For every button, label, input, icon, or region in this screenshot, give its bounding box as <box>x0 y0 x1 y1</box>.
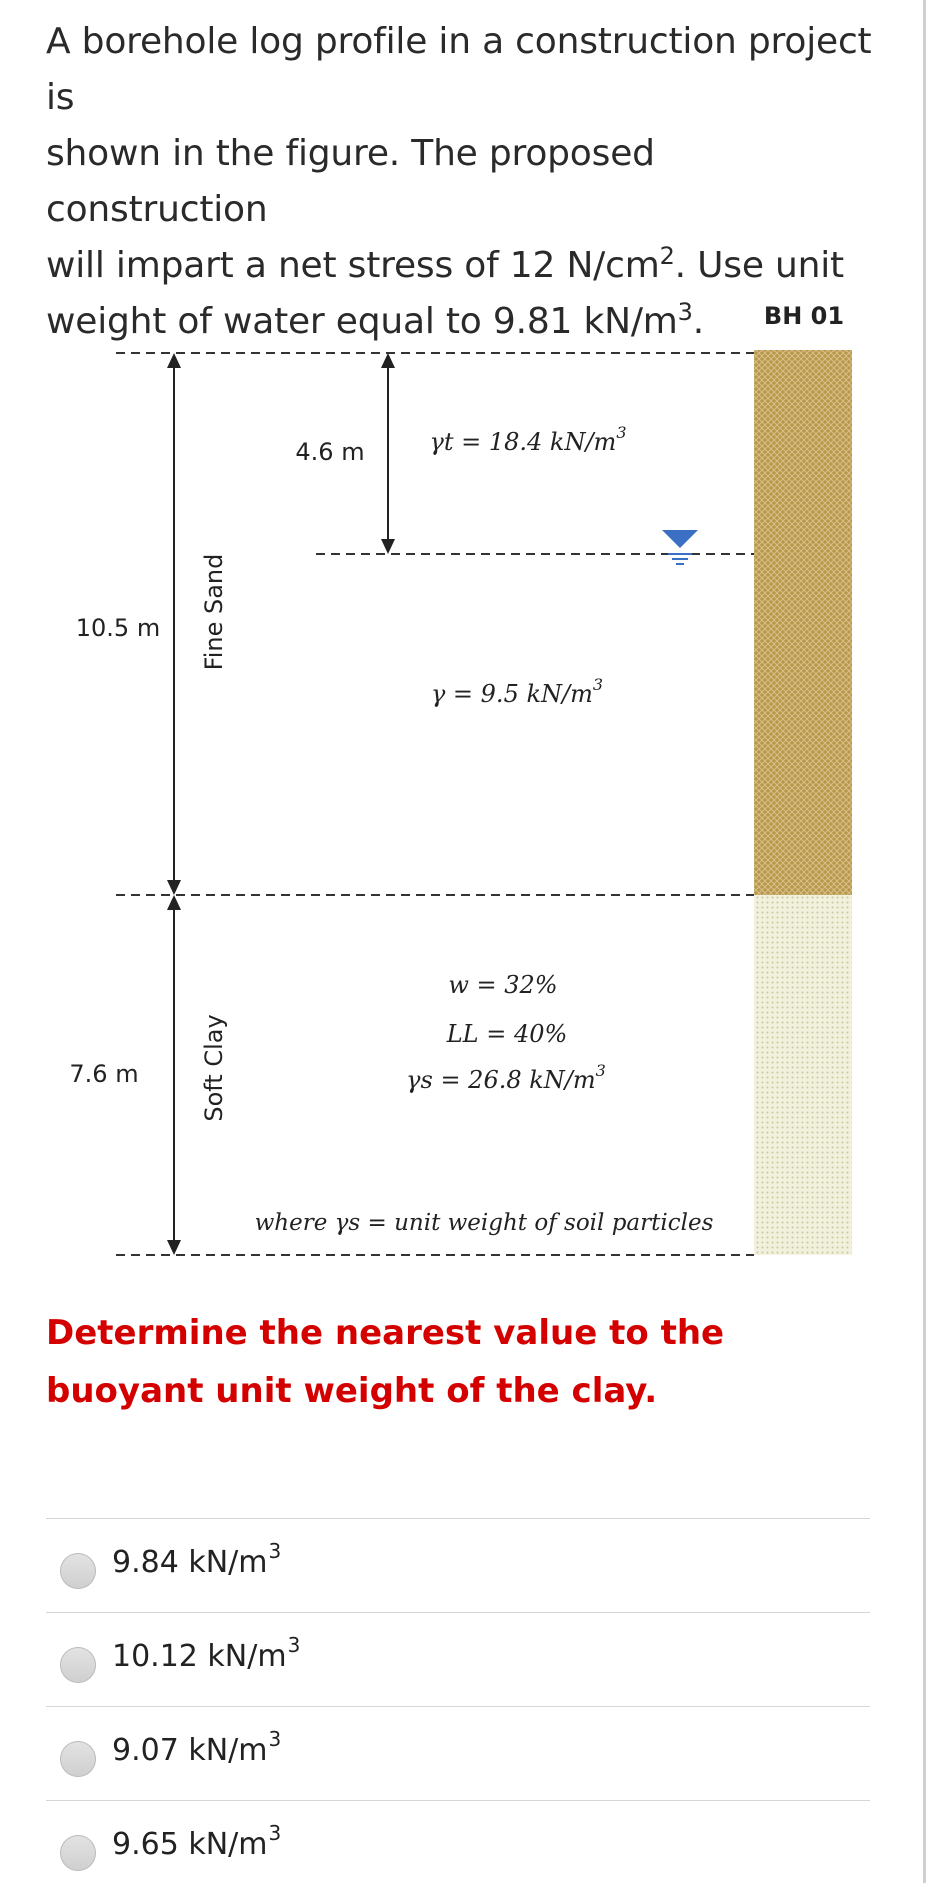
page-edge <box>923 0 926 1883</box>
intro-line-3-sup: 2 <box>659 242 675 270</box>
option-3-label[interactable]: 9.07 kN/m3 <box>112 1727 281 1768</box>
option-1[interactable]: 9.84 kN/m3 <box>46 1518 870 1612</box>
intro-line-1: A borehole log profile in a construction… <box>46 21 872 118</box>
question-text: Determine the nearest value to the buoya… <box>46 1313 725 1411</box>
gamma-sat-sup: 3 <box>593 675 603 694</box>
option-1-label[interactable]: 9.84 kN/m3 <box>112 1539 281 1580</box>
intro-line-4-tail: . <box>692 301 704 342</box>
gamma-t-text: γt = 18.4 kN/m <box>430 428 617 456</box>
gamma-sat-text: γ = 9.5 kN/m <box>431 680 593 708</box>
borehole-figure: BH 01 10.5 m 7.6 m 4.6 m Fine Sand Soft … <box>69 302 852 1256</box>
option-3-value: 9.07 kN/m <box>112 1733 268 1768</box>
gamma-sat-label: γ = 9.5 kN/m3 <box>431 675 603 708</box>
clay-arrow-head-bottom <box>167 1240 181 1255</box>
gamma-s-text: γs = 26.8 kN/m <box>406 1066 595 1094</box>
sand-arrow-head-top <box>167 353 181 368</box>
option-1-value: 9.84 kN/m <box>112 1545 268 1580</box>
option-2-sup: 3 <box>287 1633 301 1657</box>
clay-arrow-head-top <box>167 895 181 910</box>
sand-thickness-label: 10.5 m <box>76 614 160 642</box>
sand-column <box>754 350 852 895</box>
gamma-s-label: γs = 26.8 kN/m3 <box>406 1061 606 1094</box>
intro-line-4-text: weight of water equal to 9.81 kN/m <box>46 301 678 342</box>
gamma-s-note: where γs = unit weight of soil particles <box>255 1210 714 1236</box>
sand-arrow-head-bottom <box>167 880 181 895</box>
problem-statement: A borehole log profile in a construction… <box>46 14 876 350</box>
option-3-sup: 3 <box>268 1727 282 1751</box>
intro-line-3: will impart a net stress of 12 N/cm2. Us… <box>46 238 876 294</box>
water-table-marker-icon <box>662 530 698 548</box>
option-4-label[interactable]: 9.65 kN/m3 <box>112 1821 281 1862</box>
option-3-radio[interactable] <box>60 1741 96 1777</box>
option-2-label[interactable]: 10.12 kN/m3 <box>112 1633 300 1674</box>
soft-clay-label: Soft Clay <box>200 1014 228 1121</box>
option-4-radio[interactable] <box>60 1835 96 1871</box>
water-depth-label: 4.6 m <box>295 438 364 466</box>
water-arrow-head-bottom <box>381 539 395 554</box>
intro-line-3-text: will impart a net stress of 12 N/cm <box>46 245 660 286</box>
option-4-value: 9.65 kN/m <box>112 1827 268 1862</box>
option-4-sup: 3 <box>268 1821 282 1845</box>
option-1-radio[interactable] <box>60 1553 96 1589</box>
answer-options: 9.84 kN/m3 10.12 kN/m3 9.07 kN/m3 9.65 k… <box>46 1518 870 1894</box>
fine-sand-label: Fine Sand <box>200 554 228 671</box>
gamma-t-label: γt = 18.4 kN/m3 <box>430 423 627 456</box>
intro-line-4: weight of water equal to 9.81 kN/m3. <box>46 294 876 350</box>
clay-thickness-label: 7.6 m <box>69 1060 138 1088</box>
option-2[interactable]: 10.12 kN/m3 <box>46 1612 870 1706</box>
intro-line-4-sup: 3 <box>677 298 693 326</box>
gamma-s-sup: 3 <box>596 1061 606 1080</box>
water-arrow-head-top <box>381 353 395 368</box>
option-1-sup: 3 <box>268 1539 282 1563</box>
liquid-limit-label: LL = 40% <box>446 1020 568 1048</box>
option-2-radio[interactable] <box>60 1647 96 1683</box>
intro-line-2: shown in the figure. The proposed constr… <box>46 133 655 230</box>
gamma-t-sup: 3 <box>616 423 626 442</box>
borehole-label: BH 01 <box>764 302 844 330</box>
option-4[interactable]: 9.65 kN/m3 <box>46 1800 870 1894</box>
water-content-label: w = 32% <box>448 971 557 999</box>
option-3[interactable]: 9.07 kN/m3 <box>46 1706 870 1800</box>
intro-line-3-tail: . Use unit <box>674 245 845 286</box>
clay-column <box>754 895 852 1255</box>
option-2-value: 10.12 kN/m <box>112 1639 287 1674</box>
